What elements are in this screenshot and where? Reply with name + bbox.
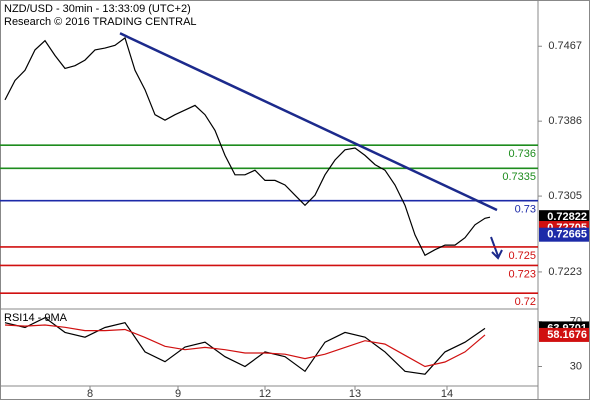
x-tick-label: 9	[175, 388, 181, 400]
y-tick-label: 0.7386	[548, 115, 582, 127]
chart-title: NZD/USD - 30min - 13:33:09 (UTC+2)	[4, 3, 191, 15]
series-line	[4, 36, 491, 257]
x-tick-label: 14	[441, 388, 453, 400]
level-label: 0.736	[508, 148, 536, 160]
x-tick-label: 8	[87, 388, 93, 400]
y-tick-label: 0.7305	[548, 190, 582, 202]
value-box	[539, 210, 589, 225]
level-label: 0.723	[508, 268, 536, 280]
chart-subtitle: Research © 2016 TRADING CENTRAL	[4, 16, 197, 28]
trend-line	[119, 32, 498, 212]
level-label: 0.725	[508, 250, 536, 262]
series-line	[4, 324, 486, 368]
level-label: 0.73	[515, 204, 536, 216]
level-label: 0.72	[515, 296, 536, 308]
value-label: 58.1676	[547, 329, 587, 341]
level-label: 0.7335	[502, 171, 536, 183]
rsi-title: RSI14 - 9MA	[4, 312, 68, 324]
x-tick-label: 12	[259, 388, 271, 400]
x-tick-label: 13	[349, 388, 361, 400]
value-box	[539, 327, 589, 342]
y-tick-label: 30	[570, 360, 582, 372]
value-box	[539, 227, 589, 242]
y-tick-label: 0.7223	[548, 266, 582, 278]
value-label: 0.72665	[547, 229, 587, 241]
series-line	[4, 317, 486, 375]
y-tick-label: 0.7467	[548, 40, 582, 52]
value-label: 0.72822	[547, 211, 587, 223]
